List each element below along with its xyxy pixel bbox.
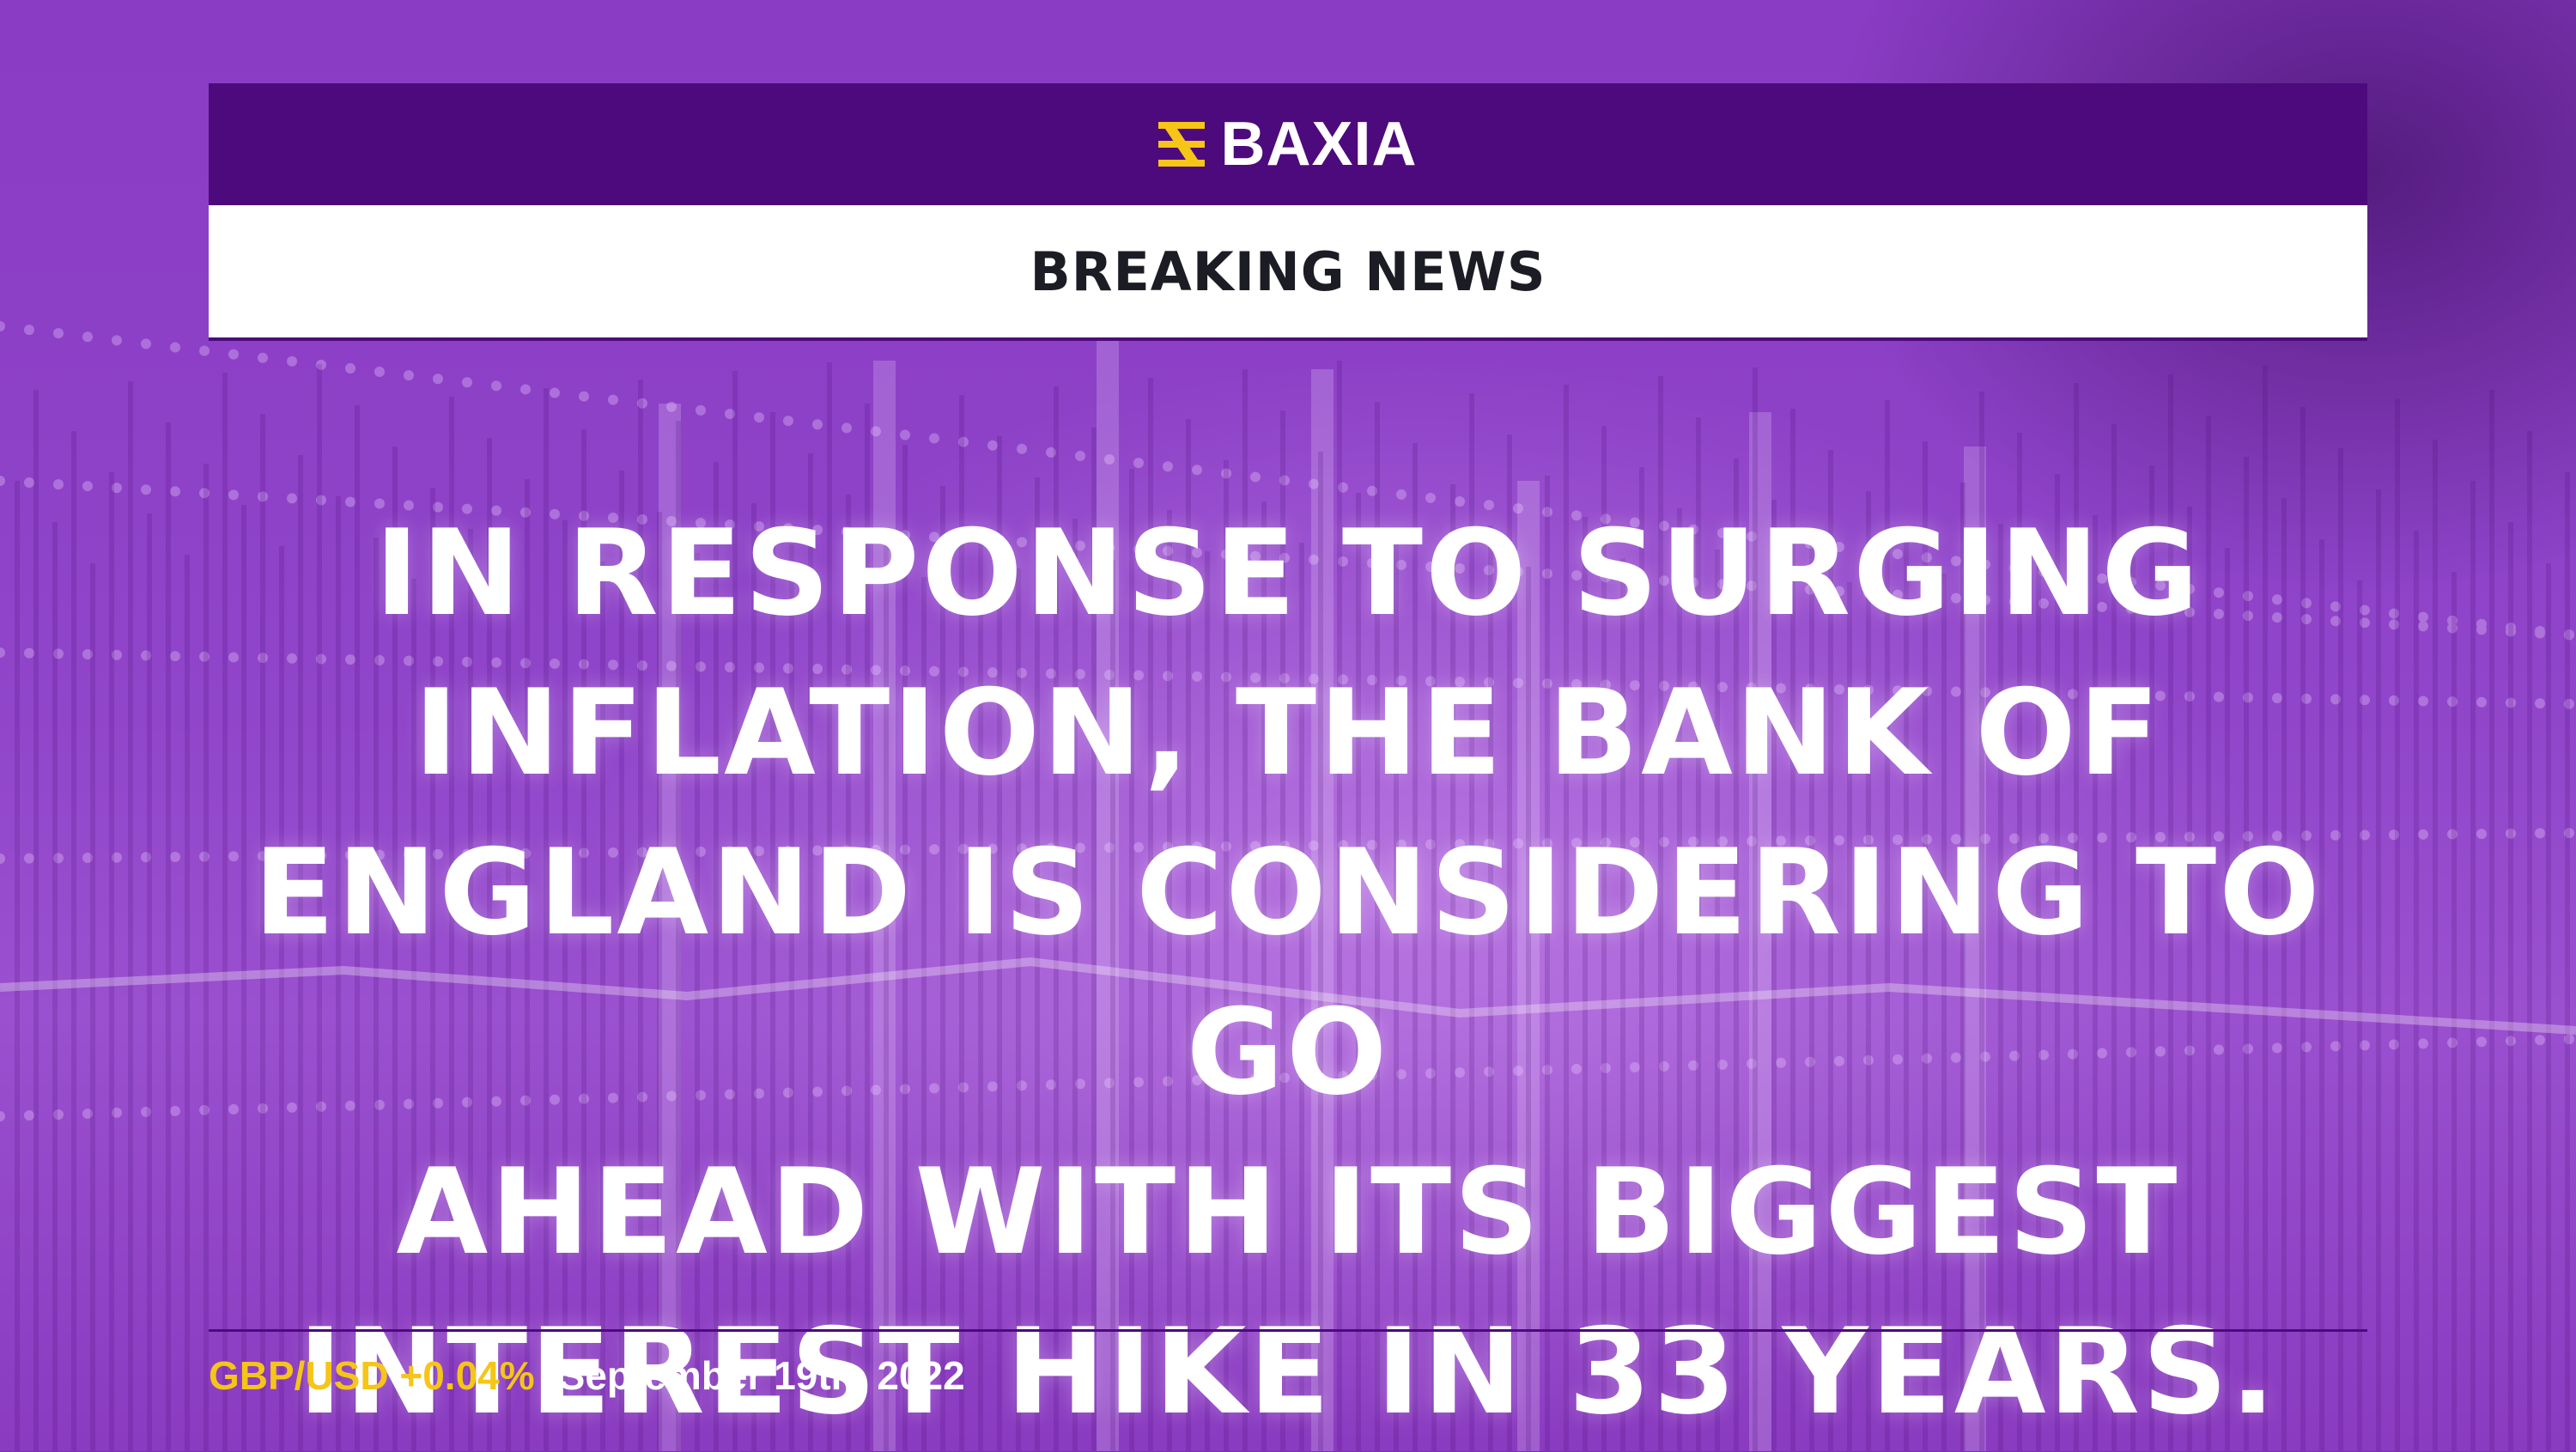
headline-line: INTEREST HIKE IN 33 YEARS. <box>298 1303 2278 1441</box>
breaking-news-banner: BREAKING NEWS <box>209 205 2367 341</box>
footer: GBP/USD +0.04% September 19th, 2022 <box>209 1350 965 1401</box>
headline-line: ENGLAND IS CONSIDERING TO GO <box>253 823 2323 1121</box>
footer-divider <box>209 1329 2367 1332</box>
breaking-news-label: BREAKING NEWS <box>1030 240 1546 303</box>
headline-line: INFLATION, THE BANK OF <box>414 664 2162 802</box>
brand-logo: BAXIA <box>1158 113 1417 175</box>
publish-date: September 19th, 2022 <box>558 1353 965 1398</box>
headline-line: IN RESPONSE TO SURGING <box>374 504 2202 642</box>
headline: IN RESPONSE TO SURGING INFLATION, THE BA… <box>172 494 2404 1452</box>
headline-line: AHEAD WITH ITS BIGGEST <box>396 1143 2180 1281</box>
baxia-logo-icon <box>1158 122 1206 167</box>
brand-name: BAXIA <box>1220 110 1418 179</box>
currency-ticker: GBP/USD +0.04% <box>209 1353 535 1398</box>
brand-header: BAXIA <box>209 83 2367 205</box>
